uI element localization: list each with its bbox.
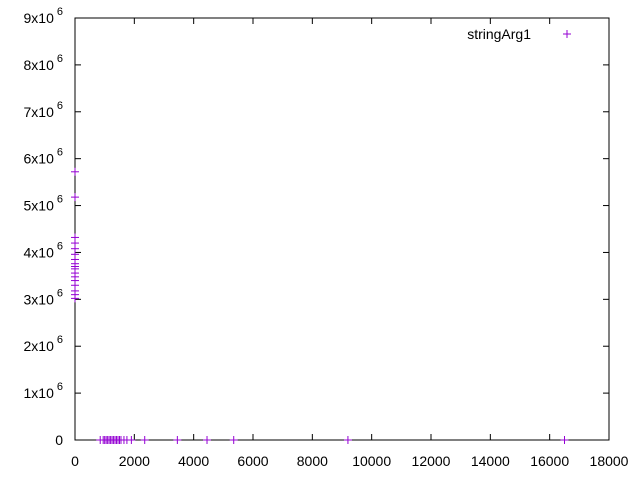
- y-tick-mantissa: 9x10: [24, 10, 55, 26]
- x-tick-label: 16000: [530, 453, 569, 469]
- x-tick-label: 10000: [352, 453, 391, 469]
- y-tick-mantissa: 3x10: [24, 291, 55, 307]
- y-tick-mantissa: 4x10: [24, 244, 55, 260]
- legend: stringArg1: [467, 26, 571, 42]
- y-tick-exponent: 6: [57, 53, 63, 65]
- y-tick-exponent: 6: [57, 381, 63, 393]
- x-tick-label: 0: [71, 453, 79, 469]
- axes: [74, 17, 610, 441]
- y-tick-exponent: 6: [57, 287, 63, 299]
- legend-plus-marker: [563, 30, 571, 38]
- x-tick-label: 4000: [178, 453, 209, 469]
- data-points: [71, 167, 569, 444]
- x-tick-label: 6000: [237, 453, 268, 469]
- y-tick-mantissa: 6x10: [24, 151, 55, 167]
- y-tick-mantissa: 5x10: [24, 198, 55, 214]
- y-tick-label: 8x10 6: [24, 53, 63, 73]
- y-tick-mantissa: 2x10: [24, 338, 55, 354]
- data-point: [127, 436, 136, 444]
- x-tick-label: 8000: [297, 453, 328, 469]
- y-tick-label: 5x10 6: [24, 194, 63, 214]
- y-tick-label: 1x10 6: [24, 381, 63, 401]
- x-tick-label: 12000: [412, 453, 451, 469]
- y-tick-mantissa: 0: [55, 432, 63, 448]
- y-tick-mantissa: 1x10: [24, 385, 55, 401]
- ticks: [74, 17, 610, 441]
- data-point: [560, 436, 569, 444]
- y-tick-exponent: 6: [57, 100, 63, 112]
- plot-border: [74, 17, 610, 441]
- y-tick-label: 4x10 6: [24, 240, 63, 260]
- data-point: [173, 436, 182, 444]
- y-tick-label: 7x10 6: [24, 100, 63, 120]
- data-point: [71, 167, 79, 176]
- x-tick-label: 14000: [471, 453, 510, 469]
- y-tick-mantissa: 7x10: [24, 104, 55, 120]
- data-point: [343, 436, 352, 444]
- data-point: [140, 436, 149, 444]
- y-tick-label: 9x10 6: [24, 6, 63, 26]
- y-tick-label: 3x10 6: [24, 287, 63, 307]
- y-tick-exponent: 6: [57, 240, 63, 252]
- legend-marker: [563, 30, 571, 38]
- legend-label: stringArg1: [467, 26, 531, 42]
- data-point: [71, 193, 79, 202]
- y-tick-label: 2x10 6: [24, 334, 63, 354]
- data-point: [229, 436, 238, 444]
- y-tick-label: 0: [55, 432, 63, 448]
- y-tick-exponent: 6: [57, 334, 63, 346]
- data-point: [203, 436, 212, 444]
- y-tick-label: 6x10 6: [24, 147, 63, 167]
- y-tick-exponent: 6: [57, 147, 63, 159]
- x-tick-label: 18000: [590, 453, 629, 469]
- y-tick-exponent: 6: [57, 6, 63, 18]
- x-tick-label: 2000: [119, 453, 150, 469]
- data-point: [71, 294, 79, 303]
- y-tick-exponent: 6: [57, 194, 63, 206]
- tick-labels: 0 2000 4000 6000 8000 10000 12000 14000 16000 180…: [24, 6, 629, 469]
- y-tick-mantissa: 8x10: [24, 57, 55, 73]
